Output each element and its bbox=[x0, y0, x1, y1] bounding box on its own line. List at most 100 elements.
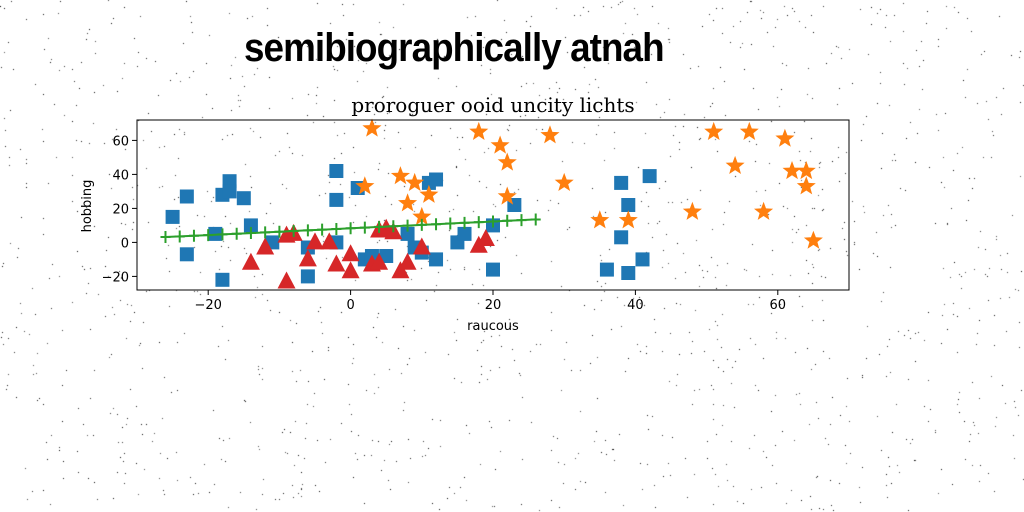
square-point bbox=[222, 184, 237, 199]
y-tick-label: 40 bbox=[112, 168, 129, 183]
plus-point bbox=[402, 219, 413, 232]
square-point bbox=[621, 198, 636, 212]
square-point bbox=[400, 226, 415, 241]
plus-point bbox=[445, 217, 456, 230]
plus-point bbox=[388, 220, 399, 233]
plus-point bbox=[374, 220, 385, 233]
plus-point bbox=[188, 229, 199, 242]
star-point bbox=[803, 230, 823, 249]
square-point bbox=[300, 269, 315, 284]
triangle-point bbox=[256, 237, 275, 255]
star-point bbox=[490, 135, 510, 154]
star-point bbox=[419, 184, 439, 203]
square-point bbox=[429, 252, 444, 267]
star-point bbox=[355, 176, 375, 195]
star-point bbox=[590, 210, 610, 229]
x-tick-label: 20 bbox=[485, 298, 502, 313]
plus-point bbox=[345, 222, 356, 235]
x-tick-label: 0 bbox=[346, 298, 354, 313]
square-point bbox=[179, 189, 194, 204]
star-point bbox=[796, 176, 816, 195]
plus-point bbox=[431, 218, 442, 231]
x-tick-label: 60 bbox=[770, 298, 787, 313]
triangle-point bbox=[306, 232, 324, 250]
plus-point bbox=[217, 228, 228, 241]
plus-point bbox=[203, 229, 214, 242]
square-point bbox=[642, 169, 657, 184]
star-point bbox=[739, 121, 759, 140]
square-point bbox=[614, 230, 629, 245]
x-tick-label: 40 bbox=[627, 298, 644, 313]
y-tick-label: 60 bbox=[112, 134, 129, 149]
star-point bbox=[618, 210, 638, 229]
triangle-point bbox=[341, 261, 360, 279]
star-point bbox=[497, 152, 517, 171]
square-point bbox=[621, 266, 636, 280]
square-point bbox=[329, 192, 344, 207]
plus-point bbox=[516, 214, 527, 227]
triangle-point bbox=[277, 271, 296, 289]
plus-point bbox=[459, 216, 470, 229]
triangle-point bbox=[327, 254, 346, 272]
plus-point bbox=[160, 230, 171, 243]
x-axis-label: raucous bbox=[467, 319, 519, 334]
triangle-point bbox=[298, 249, 317, 267]
triangle-point bbox=[370, 252, 389, 270]
axis-layer: −20 0 20 40 60 −20 0 20 40 60 bbox=[102, 134, 787, 313]
star-point bbox=[405, 172, 425, 191]
square-point bbox=[429, 172, 444, 187]
square-point bbox=[457, 226, 472, 241]
square-point bbox=[179, 247, 194, 262]
plus-point bbox=[473, 216, 484, 229]
plus-point bbox=[416, 218, 427, 231]
square-point bbox=[165, 209, 180, 224]
square-point bbox=[329, 164, 344, 178]
square-point bbox=[614, 175, 629, 190]
star-point bbox=[554, 172, 574, 191]
triangle-point bbox=[476, 229, 495, 246]
plus-point bbox=[502, 214, 513, 227]
plus-point bbox=[530, 213, 541, 226]
triangle-point bbox=[412, 237, 431, 255]
plus-point bbox=[245, 227, 256, 240]
star-point bbox=[540, 125, 560, 144]
plus-point bbox=[274, 225, 285, 238]
y-tick-label: 0 bbox=[121, 236, 129, 251]
plus-point bbox=[174, 230, 185, 243]
square-point bbox=[243, 218, 258, 233]
star-point bbox=[782, 161, 802, 180]
star-point bbox=[704, 121, 724, 140]
star-point bbox=[390, 166, 410, 185]
plus-point bbox=[359, 221, 370, 234]
star-point bbox=[412, 206, 432, 225]
y-axis-label: hobbing bbox=[80, 180, 95, 233]
plus-point bbox=[331, 222, 342, 235]
star-point bbox=[682, 201, 702, 220]
star-point bbox=[796, 161, 816, 180]
chart-title: proroguer ooid uncity lichts bbox=[351, 93, 634, 117]
plot-layer bbox=[160, 118, 823, 289]
plus-point bbox=[288, 225, 299, 238]
triangle-point bbox=[341, 244, 360, 262]
square-point bbox=[215, 272, 230, 287]
triangle-point bbox=[320, 232, 339, 250]
x-tick-label: −20 bbox=[194, 298, 221, 313]
plus-point bbox=[231, 227, 242, 240]
y-tick-label: −20 bbox=[102, 270, 129, 285]
square-point bbox=[236, 191, 251, 206]
square-point bbox=[599, 262, 614, 277]
plus-point bbox=[260, 226, 271, 239]
star-point bbox=[497, 186, 517, 205]
square-point bbox=[379, 249, 394, 263]
plus-point bbox=[317, 223, 328, 236]
page-heading: semibiographically atnah bbox=[244, 26, 665, 70]
plus-point bbox=[488, 215, 498, 228]
star-point bbox=[362, 118, 382, 137]
star-point bbox=[775, 128, 795, 147]
y-tick-label: 20 bbox=[112, 202, 129, 217]
triangle-point bbox=[241, 252, 260, 270]
star-point bbox=[398, 193, 418, 212]
star-point bbox=[725, 155, 745, 174]
